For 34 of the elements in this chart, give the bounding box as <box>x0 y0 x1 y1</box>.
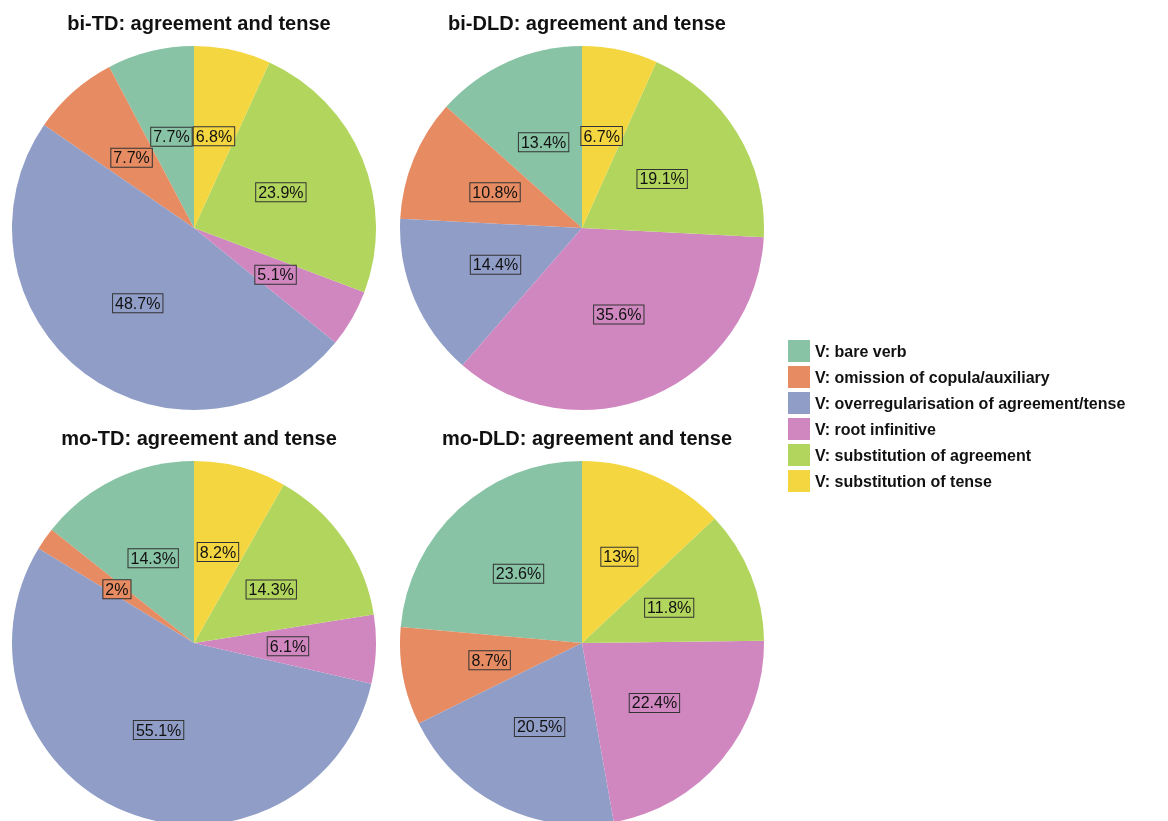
data-label: 23.6% <box>495 565 542 583</box>
data-label: 13% <box>603 548 636 566</box>
data-label: 14.4% <box>472 256 519 274</box>
chart-title: bi-TD: agreement and tense <box>67 12 331 34</box>
data-label: 8.2% <box>199 543 237 561</box>
data-label: 10.8% <box>472 183 518 201</box>
legend-label: V: substitution of tense <box>815 472 992 490</box>
legend-label: V: substitution of agreement <box>815 446 1032 464</box>
data-label: 20.5% <box>516 718 563 736</box>
data-label: 2% <box>105 580 129 598</box>
data-label: 14.3% <box>248 580 294 598</box>
data-label: 8.7% <box>471 651 508 669</box>
data-label: 19.1% <box>639 170 685 188</box>
data-label: 6.1% <box>269 637 307 655</box>
data-label: 5.1% <box>257 266 294 284</box>
legend-label: V: root infinitive <box>815 420 936 438</box>
chart-title: mo-TD: agreement and tense <box>61 427 337 449</box>
data-label: 7.7% <box>153 128 190 146</box>
data-label: 7.7% <box>113 149 150 167</box>
data-label: 23.9% <box>258 183 304 201</box>
legend-label: V: overregularisation of agreement/tense <box>815 394 1126 412</box>
data-label: 35.6% <box>596 306 642 323</box>
legend-label: V: omission of copula/auxiliary <box>815 368 1050 386</box>
data-label: 13.4% <box>520 133 567 151</box>
legend-label: V: bare verb <box>815 342 907 360</box>
data-label: 55.1% <box>135 721 182 739</box>
data-label: 11.8% <box>647 599 692 617</box>
data-label: 14.3% <box>130 549 176 567</box>
data-label: 22.4% <box>631 694 678 712</box>
chart-title: bi-DLD: agreement and tense <box>448 12 726 34</box>
data-label: 48.7% <box>115 294 161 312</box>
data-label: 6.7% <box>583 127 620 145</box>
data-label: 6.8% <box>195 127 233 145</box>
chart-title: mo-DLD: agreement and tense <box>441 427 733 449</box>
